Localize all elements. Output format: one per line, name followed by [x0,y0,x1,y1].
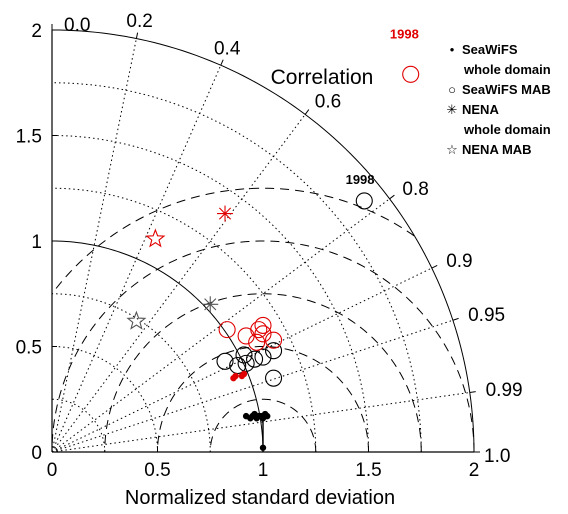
std-arc-1.25 [51,187,317,453]
y-tick-label: 2 [31,21,42,42]
data-point-circle [229,356,247,375]
corr-tick-label: 0.6 [315,92,341,113]
data-point-circle [235,346,253,364]
data-point-dot [261,410,269,418]
year-annotation: 1998 [346,172,375,187]
corr-tick-label: 0.2 [126,11,152,32]
x-tick-label: 1 [258,460,269,481]
corr-line-0.6 [51,114,306,453]
corr-line-0.2 [51,38,137,453]
legend-symbol: ✳ [447,102,458,117]
data-point-circle [264,342,283,360]
std-arc-solid-2 [51,29,475,453]
rmsd-arc-1 [51,240,475,453]
x-tick-label: 0 [47,460,58,481]
corr-tick-label: 1.0 [484,446,510,467]
std-arc-solid-1 [51,240,264,453]
rmsd-arc-1.25 [51,187,415,294]
data-point-dot [230,374,237,382]
legend-symbol: ☆ [446,142,458,157]
correlation-label: Correlation [271,66,374,89]
legend-label: SeaWiFS [462,42,518,57]
corr-tick-mark [220,59,224,66]
data-point-star [145,228,166,248]
annotations: 1998 1998 [346,26,419,187]
data-point-circle [355,192,373,210]
corr-tick-label: 0.8 [402,179,428,200]
x-tick-label: 2 [469,460,480,481]
legend-label: NENA [462,102,499,117]
data-point-asterisk [217,205,234,222]
corr-tick-label: 0.4 [214,39,241,60]
data-point-dot [247,415,254,422]
y-tick-label: 1 [31,232,42,253]
corr-line-0.95 [51,319,454,453]
y-tick-label: 1.5 [16,127,42,148]
x-axis-label: Normalized standard deviation [125,487,395,509]
data-point-circle [246,350,264,368]
tick-labels: 0 0.5 1 1.5 2 0 0.5 1 1.5 2 [16,21,480,481]
data-point-star [126,310,147,330]
data-point-circle [254,348,272,366]
std-arc-0.5 [51,346,158,453]
legend-symbol: • [450,42,455,57]
corr-line-0.8 [51,198,390,453]
corr-line-0.9 [51,267,433,453]
legend-label: whole domain [463,122,551,137]
data-point-circle [237,354,255,372]
data-point-circle [254,316,272,334]
data-point-circle [248,333,266,351]
corr-tick-mark [389,194,395,200]
y-tick-label: 0.5 [16,338,42,359]
corr-line-0.4 [51,65,222,453]
rmsd-arc-0.75 [104,293,422,453]
data-point-dot [240,370,248,378]
corr-tick-mark [135,32,139,39]
corr-tick-mark [469,391,476,393]
std-arc-1.75 [51,82,422,453]
data-point-circle [218,321,236,339]
data-point-circle [264,331,283,349]
legend-symbol: ○ [448,82,456,97]
x-tick-label: 0.5 [144,460,170,481]
y-tick-label: 0 [31,443,42,464]
legend: • SeaWiFS whole domain ○ SeaWiFS MAB ✳ NENA who… [446,42,551,157]
std-arc-0.75 [51,293,211,453]
corr-tick-mark [431,264,438,269]
corr-tick-label: 0.95 [468,305,505,326]
data-point-dot [251,410,258,418]
legend-label: whole domain [463,62,551,77]
corr-tick-label: 0.9 [446,251,472,272]
data-point-circle [237,327,255,345]
corr-tick-label: 0.0 [64,15,90,36]
std-arc-0.25 [51,398,106,453]
x-tick-label: 1.5 [355,460,381,481]
corr-tick-label: 0.99 [486,380,523,401]
data-marks [126,65,420,452]
data-point-asterisk [202,296,219,313]
data-point-circle [216,352,234,370]
std-arc-1.5 [51,135,369,453]
year-annotation: 1998 [390,26,419,41]
rmsd-arc-0.25 [209,398,317,453]
corr-tick-mark [304,109,310,115]
legend-label: NENA MAB [462,142,532,157]
grid-layer [51,29,475,453]
data-point-circle [254,325,272,343]
corr-tick-mark [452,317,459,321]
corr-line-0.99 [51,391,470,453]
legend-label: SeaWiFS MAB [462,82,551,97]
data-point-circle [402,65,420,83]
correlation-tick-labels: 0.0 0.2 0.4 0.6 0.8 0.9 0.95 0.99 1.0 [51,11,523,467]
data-point-circle [264,369,283,387]
